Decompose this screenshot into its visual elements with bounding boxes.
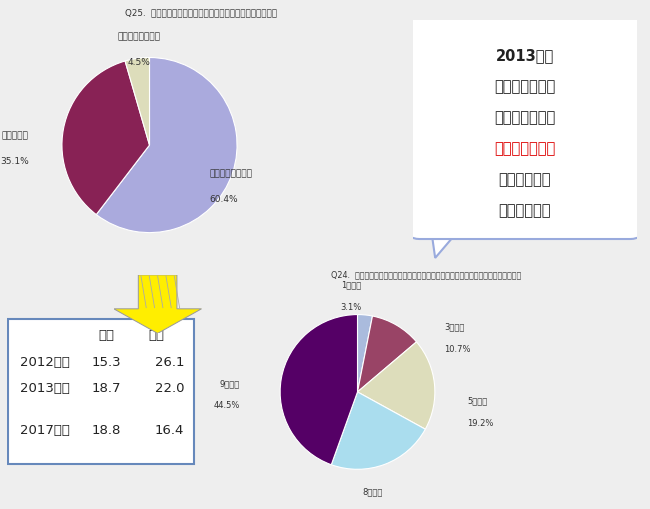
Wedge shape xyxy=(96,58,237,233)
Text: 44.5%: 44.5% xyxy=(214,401,240,410)
Text: 有休: 有休 xyxy=(98,329,114,342)
Text: 18.8: 18.8 xyxy=(92,423,121,437)
Text: 1割未満: 1割未満 xyxy=(341,281,361,290)
Text: 35.1%: 35.1% xyxy=(0,157,29,166)
Text: 改善のスピード: 改善のスピード xyxy=(494,141,556,156)
Polygon shape xyxy=(114,275,202,333)
Wedge shape xyxy=(280,315,358,465)
Text: 10.7%: 10.7% xyxy=(444,345,471,354)
Text: 残業: 残業 xyxy=(148,329,164,342)
Text: 60.4%: 60.4% xyxy=(209,195,238,204)
Polygon shape xyxy=(431,227,462,258)
Text: 8割まで: 8割まで xyxy=(363,488,383,496)
Text: 2017年度: 2017年度 xyxy=(20,423,70,437)
Text: があります。: があります。 xyxy=(499,203,551,218)
Text: 18.7: 18.7 xyxy=(92,382,121,394)
Text: した調査です。: した調査です。 xyxy=(494,110,556,125)
Text: 5割まで: 5割まで xyxy=(467,397,488,406)
Wedge shape xyxy=(358,315,372,392)
Text: ユニオンが実施: ユニオンが実施 xyxy=(494,79,556,94)
Wedge shape xyxy=(332,392,425,469)
Text: 変わらない: 変わらない xyxy=(2,132,29,140)
Wedge shape xyxy=(358,342,435,429)
Text: Q24.  その年に付与された年次有給休暇日数のうち、どれくらい取得できそうですか: Q24. その年に付与された年次有給休暇日数のうち、どれくらい取得できそうですか xyxy=(331,271,521,280)
Text: 2013年に: 2013年に xyxy=(496,48,554,63)
Text: に驚いた記憶: に驚いた記憶 xyxy=(499,172,551,187)
Text: 取りやすくなった: 取りやすくなった xyxy=(209,169,252,178)
Text: 取りづらくなった: 取りづらくなった xyxy=(118,33,161,42)
Wedge shape xyxy=(125,58,150,145)
Text: 4.5%: 4.5% xyxy=(127,59,150,67)
Text: 16.4: 16.4 xyxy=(155,423,184,437)
Text: 3.1%: 3.1% xyxy=(341,303,362,312)
FancyBboxPatch shape xyxy=(406,14,644,239)
FancyBboxPatch shape xyxy=(8,319,194,464)
Text: 2012年度: 2012年度 xyxy=(20,356,70,369)
Text: 15.3: 15.3 xyxy=(92,356,121,369)
Text: 9割以上: 9割以上 xyxy=(220,379,240,388)
Text: Q25.  年次有給休暇は、昨年度より取りやすくなりましたか: Q25. 年次有給休暇は、昨年度より取りやすくなりましたか xyxy=(125,8,278,17)
Text: 3割まで: 3割まで xyxy=(444,323,465,331)
Text: 2013年度: 2013年度 xyxy=(20,382,70,394)
Text: 22.0: 22.0 xyxy=(155,382,184,394)
Text: 19.2%: 19.2% xyxy=(467,419,494,428)
Wedge shape xyxy=(62,61,150,215)
Text: 26.1: 26.1 xyxy=(155,356,184,369)
Wedge shape xyxy=(358,316,417,392)
